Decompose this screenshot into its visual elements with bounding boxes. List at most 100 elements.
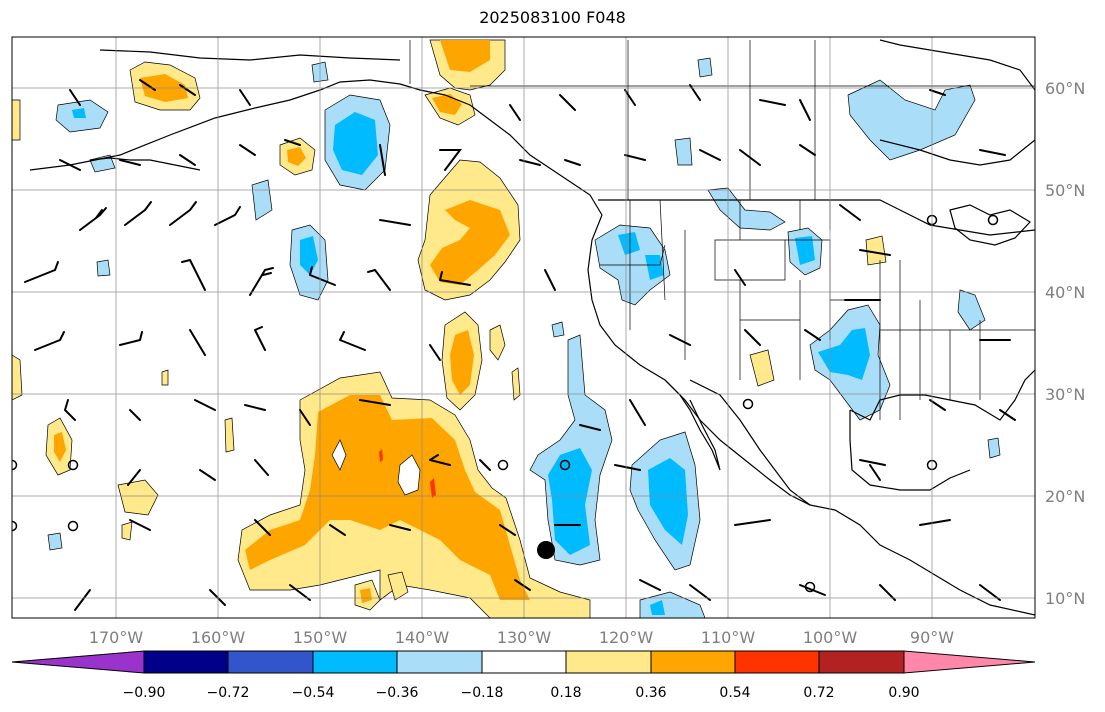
lat-label: 20°N	[1045, 487, 1085, 506]
positive-anomaly-region	[12, 99, 21, 141]
negative-anomaly-region	[96, 259, 111, 277]
positive-anomaly-region	[331, 439, 347, 471]
colorbar-segment	[143, 650, 229, 674]
yucatan-coast	[849, 410, 971, 491]
negative-anomaly-region	[707, 187, 786, 231]
positive-anomaly-region	[450, 330, 474, 395]
negative-anomaly-region	[795, 236, 815, 265]
colorbar-tick-label: 0.72	[803, 685, 834, 701]
lon-label: 120°W	[599, 628, 654, 647]
positive-anomaly-region	[54, 432, 66, 462]
map-frame	[11, 36, 1036, 619]
lon-label: 100°W	[803, 628, 858, 647]
colorbar-tick-label: 0.54	[719, 685, 750, 701]
negative-anomaly-region	[847, 79, 976, 161]
negative-anomaly-region	[300, 236, 318, 275]
anomaly-fills	[12, 39, 1001, 618]
colorbar-segment	[565, 650, 652, 674]
colorbar-tick-label: −0.72	[207, 685, 250, 701]
negative-anomaly-region	[648, 458, 688, 545]
state-borders	[409, 40, 1035, 420]
colorbar-tick-label: 0.36	[635, 685, 666, 701]
hudson-bay	[879, 39, 1035, 166]
positive-anomaly-region	[287, 147, 306, 166]
lat-label: 50°N	[1045, 181, 1085, 200]
aleutian-islands	[89, 157, 201, 171]
great-lakes	[949, 204, 1031, 246]
mexico-west-coast	[689, 379, 811, 506]
calm-wind-circles	[12, 214, 999, 593]
negative-anomaly-region	[650, 600, 665, 615]
colorbar-tick-label: −0.18	[461, 685, 504, 701]
lon-label: 130°W	[497, 628, 552, 647]
positive-anomaly-region	[440, 40, 490, 72]
colorbar-tick-label: −0.36	[376, 685, 419, 701]
lon-label: 170°W	[89, 628, 144, 647]
map-plot-area	[12, 37, 1035, 618]
lat-label: 10°N	[1045, 589, 1085, 608]
positive-anomaly-region	[387, 571, 409, 601]
negative-anomaly-region	[548, 448, 592, 555]
colorbar-tick-label: 0.90	[888, 685, 919, 701]
colorbar-ticks: −0.90 −0.72 −0.54 −0.36 −0.18 0.18 0.36 …	[123, 685, 920, 701]
colorbar-upper-extension	[903, 650, 1036, 674]
negative-anomaly-region	[645, 255, 664, 280]
us-canada-border	[598, 199, 1035, 236]
colorbar-segment	[734, 650, 820, 674]
latitude-axis: 10°N 20°N 30°N 40°N 50°N 60°N	[1045, 79, 1085, 608]
positive-anomaly-region	[430, 200, 510, 285]
storm-center-dot-icon	[537, 541, 555, 559]
lon-label: 90°W	[910, 628, 954, 647]
positive-anomaly-region	[121, 521, 133, 541]
negative-anomaly-region	[72, 108, 86, 118]
alaska-north-coast	[99, 49, 401, 61]
map-title: 2025083100 F048	[479, 8, 626, 27]
positive-anomaly-region	[865, 235, 887, 266]
negative-anomaly-region	[47, 532, 63, 551]
negative-anomaly-region	[697, 57, 713, 78]
bc-coastline	[587, 214, 1035, 616]
positive-anomaly-region	[379, 449, 383, 462]
graticule	[12, 37, 1035, 618]
coastlines	[29, 39, 1035, 616]
positive-anomaly-region	[117, 479, 159, 516]
lon-label: 110°W	[701, 628, 756, 647]
colorbar-segment	[312, 650, 398, 674]
positive-anomaly-region	[749, 349, 775, 387]
positive-anomaly-region	[511, 367, 521, 401]
positive-anomaly-region	[245, 395, 530, 600]
negative-anomaly-region	[674, 137, 693, 166]
lon-label: 160°W	[191, 628, 246, 647]
positive-anomaly-region	[397, 454, 421, 496]
positive-anomaly-region	[224, 417, 235, 453]
positive-anomaly-region	[360, 588, 372, 603]
colorbar-segment	[396, 650, 483, 674]
colorbar-segment	[481, 650, 567, 674]
lon-label: 150°W	[293, 628, 348, 647]
lat-label: 40°N	[1045, 283, 1085, 302]
colorbar-tick-label: 0.18	[550, 685, 581, 701]
negative-anomaly-region	[618, 232, 640, 255]
colorbar-segment	[818, 650, 905, 674]
positive-anomaly-region	[489, 324, 506, 361]
lat-label: 60°N	[1045, 79, 1085, 98]
colorbar	[11, 650, 1036, 674]
negative-anomaly-region	[333, 112, 378, 175]
baja-peninsula	[664, 379, 721, 471]
lon-label: 140°W	[395, 628, 450, 647]
alaska-coastline	[29, 79, 603, 216]
negative-anomaly-region	[818, 328, 870, 380]
colorbar-tick-label: −0.90	[123, 685, 166, 701]
colorbar-tick-label: −0.54	[292, 685, 335, 701]
positive-anomaly-region	[161, 369, 169, 386]
negative-anomaly-region	[529, 334, 613, 566]
colorbar-lower-extension	[11, 650, 145, 674]
longitude-axis: 170°W 160°W 150°W 140°W 130°W 120°W 110°…	[89, 628, 954, 647]
negative-anomaly-region	[957, 289, 986, 331]
negative-anomaly-region	[551, 321, 565, 338]
negative-anomaly-region	[987, 437, 1001, 459]
positive-anomaly-region	[12, 354, 23, 401]
colorbar-segment	[650, 650, 736, 674]
lat-label: 30°N	[1045, 385, 1085, 404]
